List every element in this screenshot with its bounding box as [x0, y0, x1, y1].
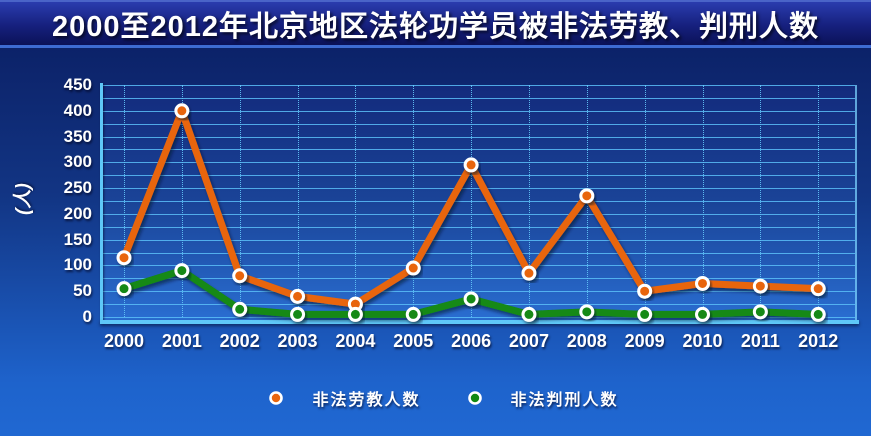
x-axis-tick-label: 2009 — [624, 331, 665, 351]
legend-marker-laojiao-icon — [250, 391, 303, 405]
chart-title-bar: 2000至2012年北京地区法轮功学员被非法劳教、判刑人数 — [0, 0, 871, 48]
horizontal-gridline — [103, 317, 855, 318]
y-axis-line — [100, 83, 103, 322]
vertical-gridline — [586, 85, 588, 317]
x-axis-tick-label: 2012 — [798, 331, 839, 351]
vertical-gridline — [818, 85, 820, 317]
plot-area — [103, 85, 857, 322]
vertical-gridline — [760, 85, 762, 317]
y-axis-tick-label: 350 — [63, 126, 92, 146]
vertical-gridline — [297, 85, 299, 317]
x-axis-tick-label: 2002 — [219, 331, 260, 351]
horizontal-gridline — [103, 136, 855, 138]
vertical-gridline — [181, 85, 183, 317]
x-axis-tick-label: 2000 — [103, 331, 145, 351]
y-axis-title: (人) — [13, 183, 34, 215]
x-axis-tick-label: 2011 — [740, 331, 780, 351]
legend-item-panxing: 非法判刑人数 — [448, 386, 619, 410]
chart-title: 2000至2012年北京地区法轮功学员被非法劳教、判刑人数 — [51, 10, 820, 43]
horizontal-gridline — [103, 304, 855, 306]
vertical-gridline — [124, 85, 125, 317]
x-axis-tick-label: 2008 — [566, 331, 607, 351]
horizontal-gridline — [103, 265, 855, 267]
vertical-gridline — [644, 85, 646, 317]
x-axis-tick-label: 2004 — [335, 331, 376, 351]
y-axis-tick-label: 0 — [82, 307, 92, 326]
x-axis-tick-label: 2010 — [682, 331, 723, 351]
y-axis-tick-label: 400 — [63, 100, 92, 120]
vertical-gridline — [702, 85, 704, 317]
horizontal-gridline — [103, 213, 855, 215]
horizontal-gridline — [103, 201, 855, 202]
x-axis-line — [100, 320, 859, 324]
horizontal-gridline — [103, 85, 855, 86]
horizontal-gridline — [103, 291, 855, 293]
horizontal-gridline — [103, 123, 855, 125]
legend-marker-panxing-icon — [448, 391, 501, 405]
horizontal-gridline — [103, 175, 855, 177]
vertical-gridline — [413, 85, 415, 317]
vertical-gridline — [528, 85, 530, 317]
horizontal-gridline — [103, 188, 855, 190]
y-axis-tick-label: 100 — [63, 255, 92, 275]
y-axis-tick-label: 150 — [63, 229, 92, 249]
chart-area: 0 50 100 150 200 250 300 350 400 450 2000 2001 2002… — [0, 51, 871, 436]
horizontal-gridline — [103, 252, 855, 254]
horizontal-gridline — [103, 226, 855, 228]
y-axis-tick-label: 250 — [63, 178, 92, 198]
horizontal-gridline — [103, 110, 855, 112]
x-axis-tick-label: 2007 — [508, 331, 549, 351]
horizontal-gridline — [103, 149, 855, 151]
horizontal-gridline — [103, 162, 855, 164]
horizontal-gridline — [103, 97, 855, 99]
horizontal-gridline — [103, 278, 855, 280]
legend: 非法劳教人数 非法判刑人数 — [0, 381, 871, 415]
x-axis-tick-label: 2001 — [161, 331, 202, 351]
x-axis-tick-label: 2003 — [277, 331, 318, 351]
y-axis-tick-label: 50 — [73, 281, 92, 301]
x-axis-tick-label: 2005 — [393, 331, 434, 351]
y-axis-tick-label: 450 — [63, 75, 92, 94]
legend-label-panxing: 非法判刑人数 — [510, 392, 619, 409]
legend-item-laojiao: 非法劳教人数 — [250, 386, 421, 410]
vertical-gridline — [239, 85, 241, 317]
horizontal-gridline — [103, 239, 855, 241]
vertical-gridline — [355, 85, 357, 317]
y-axis-tick-label: 300 — [63, 152, 92, 172]
x-axis-tick-label: 2006 — [451, 331, 492, 351]
legend-label-laojiao: 非法劳教人数 — [312, 392, 421, 409]
y-axis-tick-label: 200 — [63, 203, 92, 223]
vertical-gridline — [471, 85, 473, 317]
